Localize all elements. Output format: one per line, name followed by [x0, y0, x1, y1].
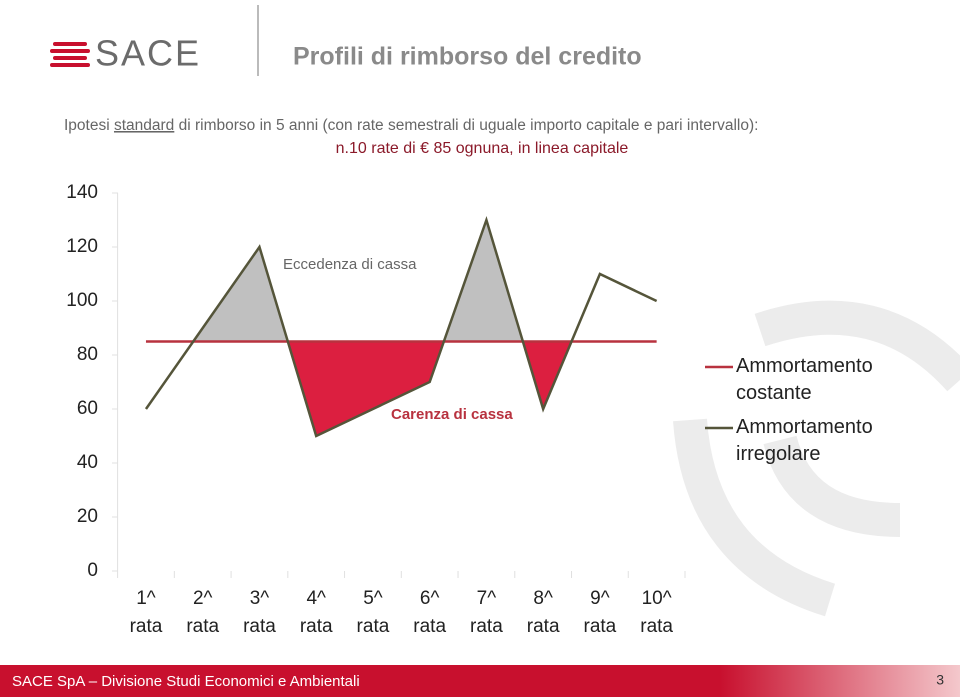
x-tick-label-line: rata	[584, 616, 617, 637]
x-tick-label-line: 6^	[420, 588, 440, 609]
series-line	[144, 215, 658, 438]
y-tick-label: 40	[77, 452, 98, 473]
x-tick-label: 7^ rata	[470, 588, 503, 637]
legend-label-line: Ammortamento	[736, 416, 873, 438]
x-tick-label-line: rata	[300, 616, 333, 637]
x-tick-label: 3^ rata	[243, 588, 276, 637]
legend-label-line: Ammortamento	[736, 355, 873, 377]
legend-label-line: costante	[736, 382, 812, 404]
chart-subtitle: n.10 rate di € 85 ognuna, in linea capit…	[336, 140, 629, 157]
subtitle-part: di rimborso in 5 anni (con rate semestra…	[174, 117, 758, 134]
title: Profili di rimborso del credito	[293, 43, 642, 71]
x-tick-label-line: rata	[243, 616, 276, 637]
x-tick-label: 2^ rata	[186, 588, 219, 637]
x-tick-label-line: 9^	[590, 588, 610, 609]
x-tick-label: 10^ rata	[640, 588, 673, 637]
x-tick-label-line: rata	[130, 616, 163, 637]
x-tick-label-line: 8^	[533, 588, 553, 609]
x-tick-label-line: 10^	[642, 588, 672, 609]
x-tick-label-line: rata	[640, 616, 673, 637]
y-tick-label: 100	[66, 290, 98, 311]
legend-label: Ammortamento costante	[736, 355, 873, 404]
excess-area	[193, 247, 288, 342]
shortfall-area	[287, 341, 444, 436]
page-number: 3	[936, 672, 944, 688]
annotation: Carenza di cassa	[391, 406, 513, 423]
x-tick-label: 6^ rata	[413, 588, 446, 637]
x-tick-label: 5^ rata	[357, 588, 390, 637]
x-tick-label: 4^ rata	[300, 588, 333, 637]
y-tick-label: 0	[87, 560, 98, 581]
decoration	[673, 300, 960, 617]
legend-label: Ammortamento irregolare	[736, 416, 873, 465]
x-tick-label-line: rata	[470, 616, 503, 637]
x-tick-label-line: 2^	[193, 588, 213, 609]
footer-bar	[0, 665, 960, 697]
logo-text: SACE	[95, 33, 201, 74]
legend-label-line: irregolare	[736, 443, 820, 465]
y-tick-label: 120	[66, 236, 98, 257]
x-tick-label: 9^ rata	[584, 588, 617, 637]
x-tick-label: 1^ rata	[130, 588, 163, 637]
x-tick-label-line: rata	[186, 616, 219, 637]
x-tick-label-line: 3^	[250, 588, 270, 609]
y-tick-label: 80	[77, 344, 98, 365]
x-tick-label-line: 5^	[363, 588, 383, 609]
x-tick-label-line: rata	[357, 616, 390, 637]
x-tick-label: 8^ rata	[527, 588, 560, 637]
annotation: Eccedenza di cassa	[283, 256, 417, 273]
y-tick-label: 140	[66, 182, 98, 203]
x-tick-label-line: rata	[527, 616, 560, 637]
subtitle-part: standard	[114, 117, 174, 134]
subtitle: Ipotesi standard di rimborso in 5 anni (…	[64, 117, 758, 134]
y-tick-label: 60	[77, 398, 98, 419]
x-tick-label-line: 7^	[477, 588, 497, 609]
subtitle-part: Ipotesi	[64, 117, 114, 134]
x-tick-label-line: 1^	[136, 588, 156, 609]
footer-text: SACE SpA – Divisione Studi Economici e A…	[12, 673, 360, 690]
y-tick-label: 20	[77, 506, 98, 527]
logo-mark	[50, 42, 90, 67]
chart: 0 20 40 60 80 100 120 140 1^ rata 2^ rata 3^ rata 4^ ra…	[66, 182, 872, 637]
shortfall-area	[522, 341, 572, 409]
x-tick-label-line: rata	[413, 616, 446, 637]
x-tick-label-line: 4^	[306, 588, 326, 609]
excess-area	[443, 220, 523, 342]
